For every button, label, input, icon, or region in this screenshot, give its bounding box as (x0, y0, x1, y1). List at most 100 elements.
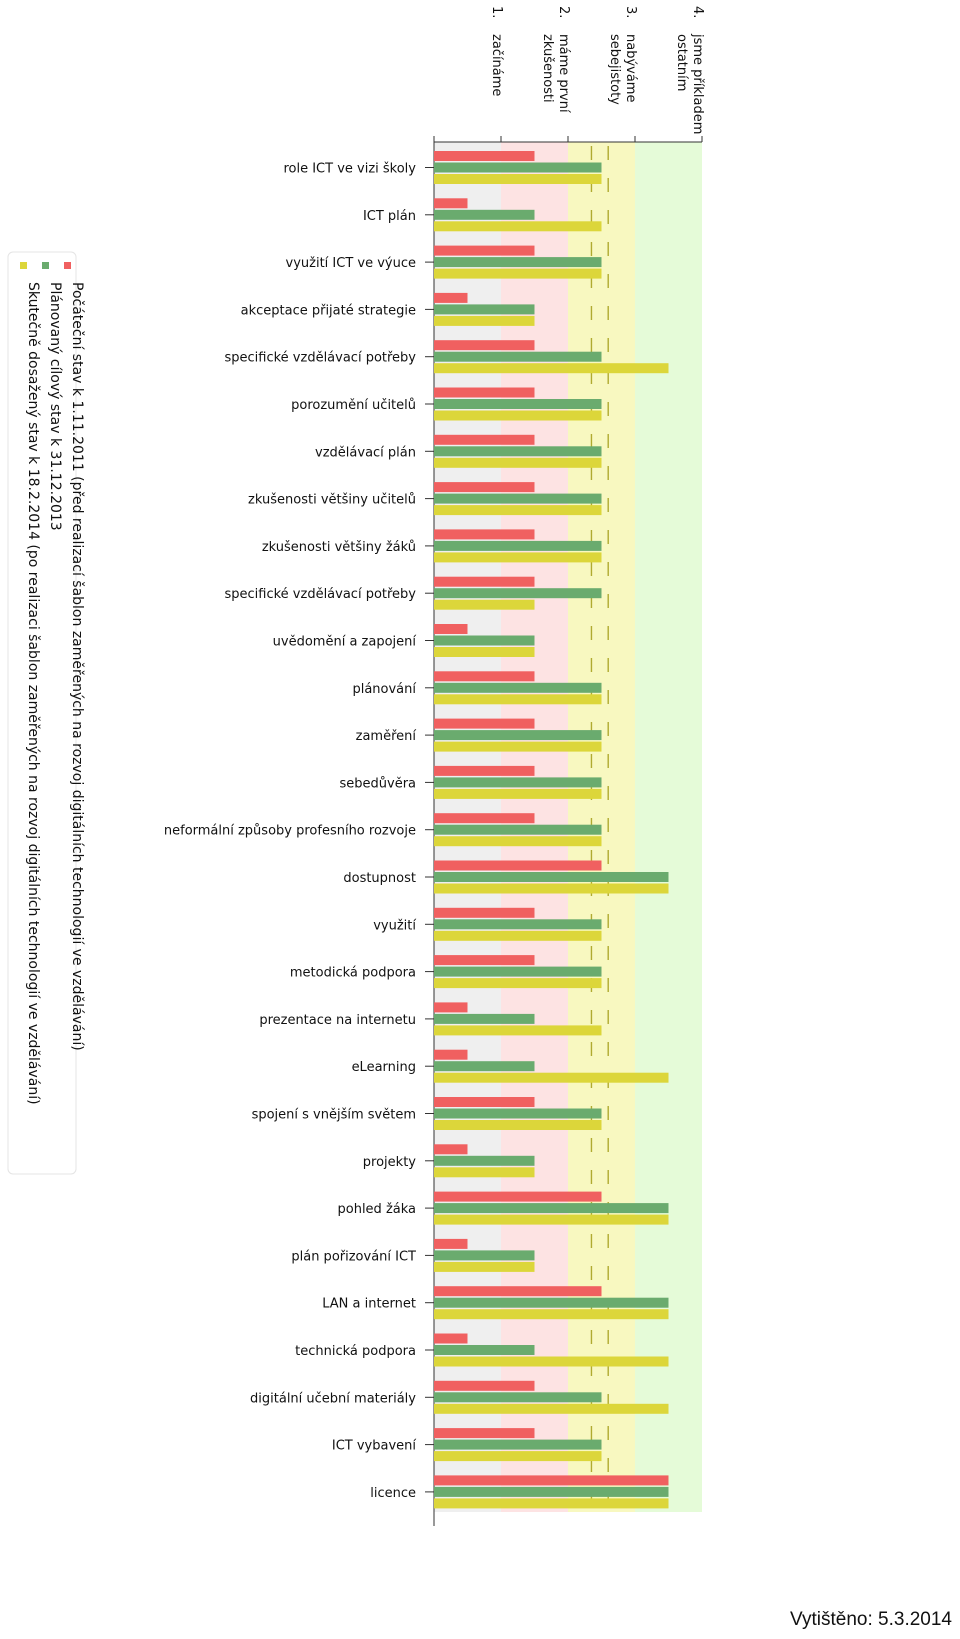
category-label: role ICT ve vizi školy (283, 162, 416, 177)
bar-21-series-3 (434, 1120, 602, 1130)
category-label: využití ICT ve výuce (286, 256, 416, 271)
bar-15-series-1 (434, 813, 535, 824)
level-label-4: 4.jsme příklademostatním (674, 6, 705, 134)
bar-14-series-2 (434, 777, 602, 788)
bar-19-series-1 (434, 1002, 468, 1013)
category-label: eLearning (352, 1060, 416, 1075)
bar-12-series-1 (434, 671, 535, 682)
bar-7-series-1 (434, 434, 535, 445)
bar-5-series-2 (434, 351, 602, 362)
category-label: licence (370, 1486, 416, 1501)
legend-box (7, 251, 77, 1175)
bar-3-series-2 (434, 257, 602, 268)
bar-26-series-1 (434, 1333, 468, 1344)
bar-10-series-3 (434, 599, 535, 610)
category-label: využití (373, 918, 416, 933)
bar-1-series-2 (434, 162, 602, 173)
category-label: plán pořizování ICT (291, 1249, 416, 1264)
bar-25-series-1 (434, 1286, 602, 1297)
bar-20-series-2 (434, 1061, 535, 1072)
category-label: specifické vzdělávací potřeby (224, 587, 416, 602)
bar-12-series-2 (434, 682, 602, 693)
bar-18-series-1 (434, 955, 535, 966)
bar-3-series-1 (434, 245, 535, 256)
bar-11-series-3 (434, 647, 535, 657)
bar-2-series-3 (434, 221, 602, 232)
legend-entry-1: Počáteční stav k 1.11.2011 (před realiza… (69, 282, 85, 1051)
bar-20-series-3 (434, 1072, 669, 1083)
category-label: technická podpora (295, 1344, 416, 1359)
legend-entry-3: Skutečně dosažený stav k 18.2.2014 (po r… (25, 282, 41, 1105)
bar-29-series-3 (434, 1498, 669, 1509)
legend-entry-2: Plánovaný cílový stav k 31.12.2013 (47, 282, 63, 531)
bar-4-series-1 (434, 292, 468, 303)
bar-26-series-2 (434, 1345, 535, 1355)
category-label: uvědomění a zapojení (273, 635, 417, 650)
category-label: zkušenosti většiny žáků (262, 540, 416, 555)
bar-26-series-3 (434, 1356, 669, 1367)
bar-6-series-2 (434, 399, 602, 409)
bar-7-series-2 (434, 446, 602, 457)
category-label: pohled žáka (338, 1202, 417, 1217)
category-label: sebedůvěra (339, 776, 416, 791)
bar-18-series-3 (434, 978, 602, 989)
bar-29-series-2 (434, 1486, 669, 1497)
bar-10-series-1 (434, 576, 535, 587)
bar-8-series-1 (434, 482, 535, 493)
bar-11-series-1 (434, 624, 468, 634)
bar-5-series-1 (434, 340, 535, 351)
bar-16-series-3 (434, 883, 669, 894)
bar-23-series-3 (434, 1214, 669, 1225)
category-label: porozumění učitelů (291, 398, 416, 413)
legend-marker-2 (42, 262, 49, 269)
bar-24-series-2 (434, 1250, 535, 1261)
category-label: ICT vybavení (332, 1439, 417, 1454)
level-label-1: 1.začínáme (489, 6, 504, 96)
bar-1-series-3 (434, 174, 602, 184)
category-label: zkušenosti většiny učitelů (248, 493, 416, 508)
bar-28-series-3 (434, 1451, 602, 1462)
bar-28-series-2 (434, 1439, 602, 1450)
bar-9-series-3 (434, 552, 602, 563)
bar-17-series-1 (434, 907, 535, 918)
category-label: vzdělávací plán (315, 445, 416, 460)
category-label: LAN a internet (322, 1297, 416, 1312)
bar-1-series-1 (434, 151, 535, 161)
printed-date: Vytištěno: 5.3.2014 (790, 1609, 952, 1630)
legend-marker-3 (20, 262, 27, 269)
bar-22-series-1 (434, 1144, 468, 1155)
category-label: akceptace přijaté strategie (241, 303, 416, 318)
bar-25-series-2 (434, 1297, 669, 1308)
bar-19-series-3 (434, 1025, 602, 1036)
bar-2-series-2 (434, 209, 535, 220)
category-label: specifické vzdělávací potřeby (224, 351, 416, 366)
bar-16-series-1 (434, 860, 602, 871)
category-label: ICT plán (363, 209, 416, 224)
bar-4-series-3 (434, 315, 535, 326)
bar-10-series-2 (434, 588, 602, 599)
bar-18-series-2 (434, 966, 602, 977)
bar-11-series-2 (434, 635, 535, 646)
category-label: spojení s vnějším světem (252, 1108, 416, 1123)
bar-25-series-3 (434, 1309, 669, 1320)
bar-14-series-3 (434, 788, 602, 799)
bar-3-series-3 (434, 268, 602, 279)
category-label: zaměření (356, 729, 417, 744)
bar-14-series-1 (434, 765, 535, 776)
bar-27-series-1 (434, 1380, 535, 1391)
bar-23-series-2 (434, 1203, 669, 1214)
bar-12-series-3 (434, 694, 602, 705)
bar-8-series-3 (434, 505, 602, 516)
bar-23-series-1 (434, 1191, 602, 1202)
level-label-2: 2.máme prvnízkušenosti (540, 6, 571, 113)
bar-22-series-2 (434, 1155, 535, 1166)
bar-9-series-1 (434, 529, 535, 540)
category-label: prezentace na internetu (259, 1013, 416, 1028)
bar-6-series-3 (434, 410, 602, 421)
bar-15-series-3 (434, 836, 602, 847)
bar-15-series-2 (434, 824, 602, 835)
bar-2-series-1 (434, 198, 468, 209)
bar-24-series-1 (434, 1238, 468, 1249)
category-label: plánování (352, 682, 416, 697)
